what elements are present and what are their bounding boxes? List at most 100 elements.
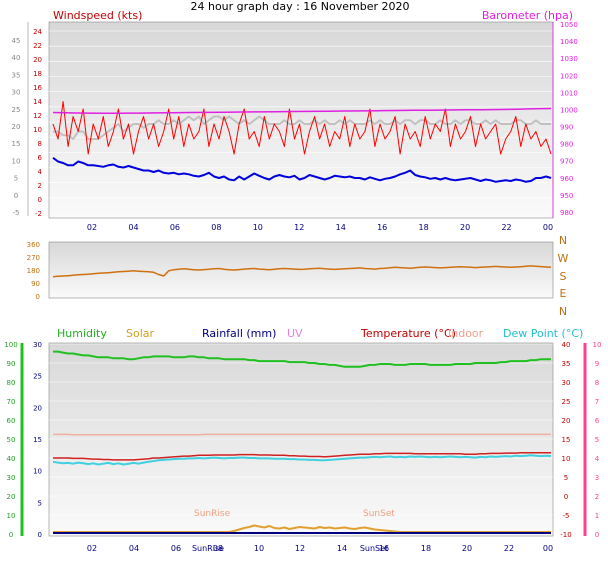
temp-axis-tick-10: -10 [560,531,571,539]
baro-axis-tick-11: 980 [560,209,573,217]
baro-axis-tick-10: 950 [560,192,573,200]
climate-x-tick-8: SunSet [360,544,388,553]
baro-axis-tick-2: 1030 [560,55,578,63]
wind-x-tick-6: 14 [336,223,346,232]
temp-axis-tick-2: 30 [562,379,571,387]
wind-axis-tick-11: 2 [38,182,42,190]
baro-axis-tick-0: 1050 [560,21,578,29]
wind-x-tick-0: 02 [87,223,97,232]
humidity-axis-tick-8: 20 [7,493,16,501]
temp-axis-tick-0: 40 [562,341,571,349]
uv-axis-tick-3: 7 [595,398,599,406]
legend-dewpoint: Dew Point (°C) [503,327,583,340]
uv-axis-tick-0: 10 [593,341,602,349]
humidity-axis-tick-3: 70 [7,398,16,406]
wind-axis-tick-12: 0 [38,196,42,204]
climate-x-tick-4: 08 [213,544,223,553]
sunrise-annotation: SunRise [194,509,231,519]
uv-axis-tick-2: 8 [595,379,599,387]
outer-left-tick-0: 45 [12,37,21,45]
dir-axis-tick-3: 90 [31,280,40,288]
wind-x-tick-2: 06 [170,223,180,232]
wind-axis-tick-4: 16 [33,84,42,92]
compass-label-1: W [558,252,569,265]
rain-axis-tick-5: 5 [38,499,42,507]
climate-x-tick-5: 10 [254,544,264,553]
climate-series [52,350,552,534]
temp-axis-tick-9: -5 [563,512,570,520]
climate-x-tick-9: 16 [379,544,389,553]
baro-axis-tick-7: 980 [560,141,573,149]
legend-humidity: Humidity [57,327,107,340]
dir-axis-tick-1: 270 [27,254,40,262]
uv-axis-tick-8: 2 [595,493,599,501]
barometer-label: Barometer (hpa) [482,9,573,22]
series-gust [53,115,551,140]
dir-axis-tick-4: 0 [36,293,40,301]
wind-axis-tick-6: 12 [33,112,42,120]
outer-left-tick-4: 25 [12,106,21,114]
uv-axis-tick-9: 1 [595,512,599,520]
graph-title: 24 hour graph day : 16 November 2020 [190,0,409,13]
uv-axis-tick-1: 9 [595,360,599,368]
wind-axis-tick-7: 10 [33,126,42,134]
climate-x-tick-13: 00 [543,544,553,553]
series-wind-average [52,156,552,183]
series-dewpoint [52,454,552,466]
legend-uv: UV [287,327,303,340]
wind-plot-area [48,21,554,219]
outer-left-tick-1: 40 [12,54,21,62]
legend-rainfall: Rainfall (mm) [202,327,276,340]
series-windspeed [52,101,552,155]
uv-axis-tick-7: 3 [595,474,599,482]
wind-axis-tick-8: 8 [38,140,42,148]
compass-label-3: E [560,287,567,300]
humidity-axis-tick-5: 50 [7,436,16,444]
wind-x-tick-9: 20 [460,223,470,232]
wind-axis-tick-3: 18 [33,70,42,78]
dir-axis-tick-0: 360 [27,241,40,249]
series-temperature [53,451,551,461]
temp-axis-tick-8: 0 [564,493,568,501]
series-humidity [53,350,551,368]
temp-axis-tick-7: 5 [564,474,568,482]
humidity-axis-tick-4: 60 [7,417,16,425]
wind-x-tick-3: 08 [211,223,221,232]
rainfall-axis-ticks: 30 25 20 15 10 5 0 [33,341,42,539]
wind-x-tick-5: 12 [294,223,304,232]
climate-plot-area [48,342,554,537]
wind-axis-tick-5: 14 [33,98,42,106]
compass-label-4: N [559,305,567,318]
compass-label-2: S [560,270,567,283]
climate-x-tick-2: 06 [171,544,181,553]
compass-label-0: N [559,234,567,247]
humidity-axis-tick-2: 80 [7,379,16,387]
wind-x-tick-8: 18 [419,223,429,232]
climate-legend: Humidity Solar Rainfall (mm) UV Temperat… [57,327,583,340]
climate-x-tick-0: 02 [87,544,97,553]
climate-x-tick-3: SunRise [192,544,224,553]
wind-x-tick-11: 00 [543,223,553,232]
uv-axis-tick-10: 0 [595,531,599,539]
wind-axis-tick-10: 4 [38,168,43,176]
temperature-axis-ticks: 40 35 30 25 20 15 10 5 0 -5 -10 [560,341,571,539]
rain-axis-tick-6: 0 [38,531,42,539]
humidity-axis-tick-7: 30 [7,474,16,482]
climate-x-tick-10: 18 [421,544,431,553]
outer-left-tick-2: 35 [12,71,21,79]
outer-left-tick-3: 30 [12,89,21,97]
uv-axis-tick-6: 4 [595,455,600,463]
baro-axis-tick-4: 1010 [560,89,578,97]
rain-axis-tick-0: 30 [33,341,42,349]
direction-series [52,265,552,278]
legend-indoor: Indoor [448,327,484,340]
wind-axis-tick-1: 22 [33,42,42,50]
outer-left-tick-10: -5 [13,209,20,217]
temp-axis-tick-3: 25 [562,398,571,406]
rain-axis-tick-3: 15 [33,436,42,444]
baro-axis-tick-9: 960 [560,175,573,183]
